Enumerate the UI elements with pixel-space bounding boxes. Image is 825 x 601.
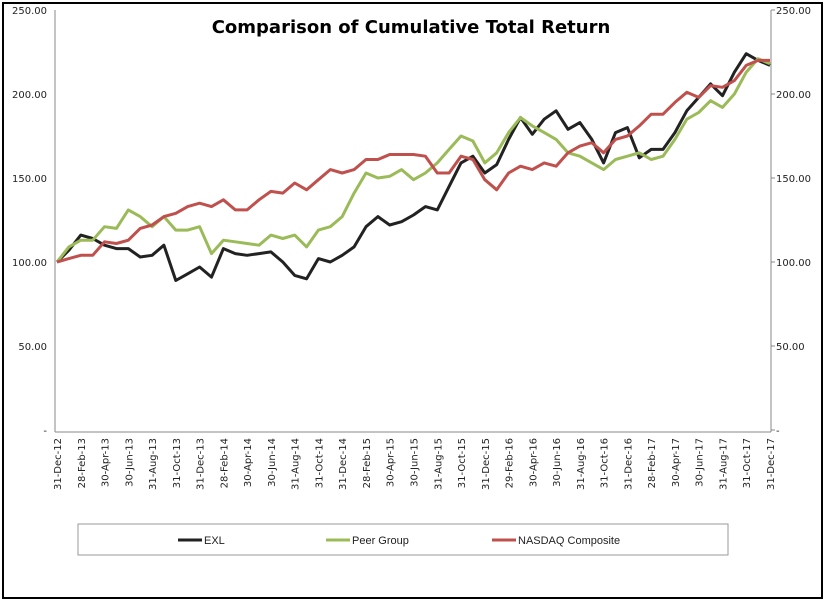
axes: - - 50.00 50.00 100.00 100.00 150.00 150.00 200.… — [12, 6, 811, 490]
x-tick-label: 30-Apr-14 — [243, 438, 254, 487]
y-tick-label-right: 200.00 — [776, 90, 811, 101]
x-tick-label: 30-Jun-13 — [124, 438, 135, 487]
series-line-nasdaq-composite — [56, 58, 770, 264]
y-tick-label-right: 100.00 — [776, 258, 811, 269]
y-tick-label-left: 50.00 — [18, 342, 47, 353]
chart-title: Comparison of Cumulative Total Return — [212, 17, 611, 38]
y-tick-label-left: 200.00 — [12, 90, 47, 101]
x-tick-label: 28-Feb-13 — [77, 438, 88, 488]
x-tick-label: 31-Aug-14 — [291, 438, 302, 490]
legend-label: Peer Group — [352, 535, 409, 547]
x-tick-label: 30-Jun-16 — [552, 438, 563, 487]
y-tick-label-left: 250.00 — [12, 6, 47, 17]
x-tick-label: 30-Jun-14 — [267, 438, 278, 487]
x-tick-label: 31-Oct-16 — [600, 438, 611, 488]
x-tick-label: 28-Feb-14 — [219, 438, 230, 488]
x-tick-label: 30-Apr-13 — [101, 438, 112, 487]
x-tick-label: 31-Aug-13 — [148, 438, 159, 490]
y-tick-label-left: 100.00 — [12, 258, 47, 269]
x-tick-label: 29-Feb-16 — [505, 438, 516, 488]
x-tick-label: 30-Jun-15 — [410, 438, 421, 487]
x-tick-label: 31-Aug-15 — [433, 438, 444, 490]
x-tick-label: 31-Oct-17 — [742, 438, 753, 488]
series-lines — [55, 52, 771, 282]
x-tick-label: 30-Apr-16 — [528, 438, 539, 487]
y-tick-label-right: 150.00 — [776, 174, 811, 185]
y-tick-label-right: - — [776, 426, 780, 437]
legend-label: NASDAQ Composite — [518, 535, 620, 547]
x-tick-label: 30-Apr-17 — [671, 438, 682, 487]
x-tick-label: 30-Apr-15 — [386, 438, 397, 487]
x-tick-label: 31-Dec-12 — [53, 438, 64, 490]
x-tick-label: 31-Oct-13 — [172, 438, 183, 488]
series-line-exl — [55, 52, 771, 282]
series-line-peer-group — [55, 57, 771, 263]
legend: EXL Peer Group NASDAQ Composite — [77, 523, 729, 556]
x-tick-label: 31-Dec-14 — [338, 438, 349, 490]
y-tick-label-left: 150.00 — [12, 174, 47, 185]
x-tick-label: 31-Oct-15 — [457, 438, 468, 488]
x-tick-label: 31-Aug-17 — [718, 438, 729, 490]
x-tick-label: 31-Dec-13 — [196, 438, 207, 490]
x-tick-label: 28-Feb-17 — [647, 438, 658, 488]
x-tick-label: 28-Feb-15 — [362, 438, 373, 488]
x-tick-label: 31-Dec-15 — [481, 438, 492, 490]
x-tick-label: 31-Dec-16 — [623, 438, 634, 490]
legend-label: EXL — [204, 535, 225, 547]
y-tick-label-left: - — [43, 426, 47, 437]
x-tick-label: 30-Jun-17 — [695, 438, 706, 487]
y-tick-label-right: 50.00 — [776, 342, 805, 353]
y-tick-label-right: 250.00 — [776, 6, 811, 17]
x-tick-label: 31-Aug-16 — [576, 438, 587, 490]
x-tick-label: 31-Dec-17 — [766, 438, 777, 490]
x-tick-label: 31-Oct-14 — [314, 438, 325, 488]
